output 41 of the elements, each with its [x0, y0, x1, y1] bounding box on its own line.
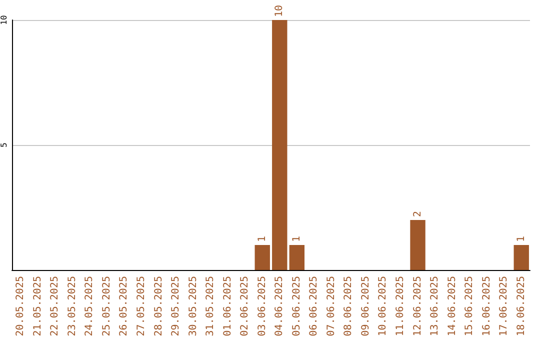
data-label: 1 [291, 236, 302, 242]
y-tick-label: 5 [0, 142, 8, 148]
x-tick-label: 09.06.2025 [360, 276, 372, 336]
x-tick-label: 08.06.2025 [343, 276, 354, 336]
x-tick-label: 16.06.2025 [481, 276, 492, 336]
x-tick-label: 17.06.2025 [498, 276, 510, 336]
bar [410, 220, 426, 270]
x-tick-label: 05.06.2025 [291, 276, 302, 336]
x-tick-label: 10.06.2025 [378, 276, 389, 336]
x-tick-label: 15.06.2025 [464, 276, 476, 336]
data-label: 2 [412, 210, 424, 217]
x-tick-label: 11.06.2025 [395, 276, 406, 336]
x-tick-label: 27.05.2025 [136, 276, 147, 336]
bar [272, 20, 288, 270]
x-tick-label: 14.06.2025 [446, 276, 458, 336]
x-tick-label: 07.06.2025 [326, 276, 337, 336]
data-label: 10 [274, 4, 286, 17]
x-tick-label: 22.05.2025 [50, 276, 61, 336]
x-tick-label: 24.05.2025 [84, 276, 96, 336]
bar [289, 245, 304, 270]
x-tick-label: 18.06.2025 [516, 276, 527, 336]
x-tick-label: 02.06.2025 [240, 276, 251, 336]
x-tick-label: 13.06.2025 [430, 276, 441, 336]
x-tick-label: 03.06.2025 [256, 276, 268, 336]
x-tick-label: 23.05.2025 [66, 276, 78, 336]
x-tick-label: 25.05.2025 [101, 276, 112, 336]
x-tick-label: 06.06.2025 [308, 276, 320, 336]
x-tick-label: 30.05.2025 [188, 276, 199, 336]
x-tick-label: 29.05.2025 [170, 276, 182, 336]
bar [254, 245, 270, 270]
x-tick-label: 21.05.2025 [32, 276, 44, 336]
x-tick-label: 04.06.2025 [274, 276, 286, 336]
x-tick-label: 26.05.2025 [118, 276, 130, 336]
data-label: 1 [256, 236, 268, 242]
data-label: 1 [516, 236, 527, 242]
x-tick-label: 12.06.2025 [412, 276, 424, 336]
x-tick-label: 01.06.2025 [222, 276, 234, 336]
bar [514, 245, 529, 270]
x-tick-label: 31.05.2025 [205, 276, 216, 336]
x-tick-label: 28.05.2025 [153, 276, 164, 336]
x-tick-label: 20.05.2025 [15, 276, 26, 336]
